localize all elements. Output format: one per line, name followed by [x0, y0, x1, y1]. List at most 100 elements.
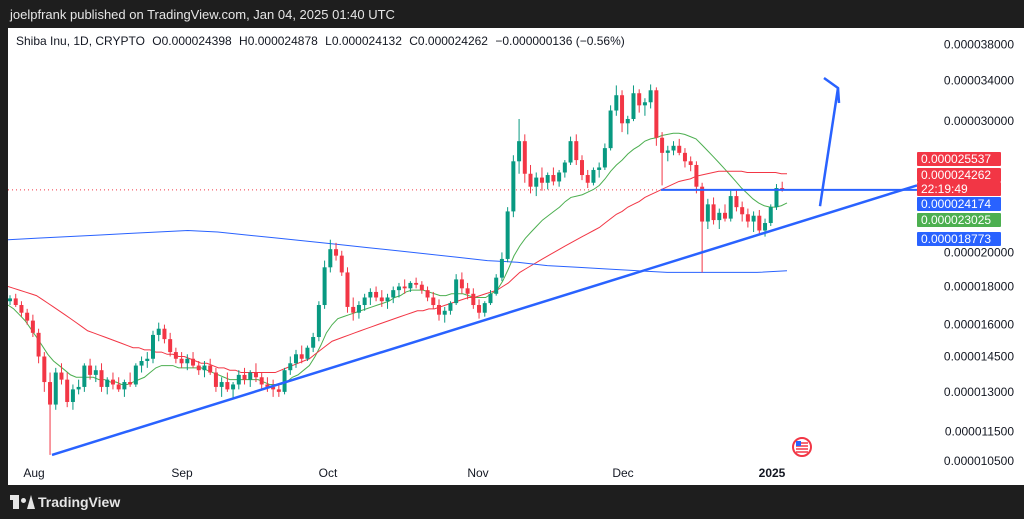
candle-body — [723, 212, 727, 219]
candle-body — [408, 282, 413, 289]
candle-body — [374, 291, 379, 298]
candle-body — [471, 293, 476, 306]
candle-body — [642, 102, 647, 106]
candle-body — [494, 277, 499, 294]
candle-body — [671, 145, 676, 151]
candle-body — [488, 293, 493, 304]
candle-body — [282, 370, 287, 392]
candle-body — [425, 290, 430, 298]
candle-body — [454, 279, 459, 304]
candle-body — [208, 365, 213, 373]
moving-average-line — [8, 229, 788, 273]
candle-body — [465, 288, 470, 294]
candle-body — [551, 175, 556, 182]
candle-body — [316, 305, 321, 338]
candle-body — [705, 204, 710, 222]
candle-body — [717, 212, 722, 221]
candle-body — [562, 162, 567, 173]
candle-body — [133, 365, 138, 385]
us-flag-canton — [796, 441, 801, 446]
candle-body — [156, 328, 161, 335]
chart-legend: Shiba Inu, 1D, CRYPTO O0.000024398 H0.00… — [16, 34, 629, 48]
price-label-text: 22:19:49 — [921, 182, 968, 196]
candle-body — [534, 177, 539, 187]
candle-body — [82, 365, 87, 387]
candle-body — [677, 145, 682, 153]
price-label-text: 0.000024174 — [921, 197, 991, 211]
legend-close: C0.000024262 — [409, 34, 488, 48]
legend-low: L0.000024132 — [325, 34, 402, 48]
candle-body — [322, 267, 327, 306]
candle-body — [356, 305, 361, 313]
candle-body — [185, 358, 190, 364]
candle-body — [631, 93, 636, 119]
candle-body — [682, 152, 687, 162]
candle-body — [311, 337, 316, 348]
candle-body — [419, 284, 424, 291]
candle-body — [191, 358, 196, 366]
candle-body — [402, 286, 407, 289]
candle-body — [328, 249, 333, 268]
candle-body — [539, 177, 544, 183]
candle-body — [305, 347, 310, 359]
candle-body — [288, 363, 293, 371]
price-scale[interactable] — [917, 28, 1024, 485]
candle-body — [740, 207, 745, 215]
price-label-text: 0.000025537 — [921, 152, 991, 166]
plot-layer — [8, 76, 917, 457]
candle-body — [728, 196, 733, 219]
y-tick-label: 0.000034000 — [944, 74, 1014, 88]
candle-body — [53, 372, 58, 405]
projection-arrow-head — [823, 76, 841, 104]
candle-body — [757, 215, 762, 231]
chart-area[interactable] — [8, 28, 917, 485]
candle-body — [499, 258, 504, 278]
y-tick-label: 0.000013000 — [944, 385, 1014, 399]
candle-body — [396, 286, 401, 291]
candle-body — [768, 207, 773, 224]
candle-body — [339, 255, 344, 273]
legend-high: H0.000024878 — [239, 34, 318, 48]
candle-body — [734, 196, 739, 208]
candle-body — [482, 303, 487, 313]
candle-body — [265, 384, 270, 387]
candle-body — [505, 211, 510, 259]
candle-body — [179, 358, 184, 364]
candle-body — [459, 279, 464, 289]
y-tick-label: 0.000014500 — [944, 350, 1014, 364]
publish-info: joelpfrank published on TradingView.com,… — [10, 7, 395, 22]
candle-body — [391, 290, 396, 298]
us-flag-icon — [792, 437, 812, 457]
candle-body — [173, 352, 178, 359]
candle-body — [574, 141, 579, 161]
candle-body — [385, 297, 390, 302]
candle-body — [19, 305, 24, 313]
price-label-box — [917, 232, 1001, 246]
price-label-box — [917, 213, 1001, 227]
candle-body — [8, 298, 12, 302]
candle-body — [213, 372, 218, 387]
x-tick-label: 2025 — [759, 466, 786, 480]
projection-arrow — [818, 87, 840, 207]
candle-body — [162, 328, 167, 340]
x-tick-label: Aug — [23, 466, 44, 480]
candle-body — [88, 365, 93, 375]
candle-body — [774, 188, 779, 208]
price-label-text: 0.000024262 — [921, 168, 991, 182]
candle-body — [139, 361, 144, 366]
candle-body — [745, 214, 750, 222]
candle-body — [25, 312, 30, 321]
candle-body — [30, 320, 35, 333]
candle-body — [93, 370, 98, 375]
price-label-box — [917, 182, 1001, 196]
x-tick-label: Nov — [467, 466, 488, 480]
candle-body — [442, 310, 447, 315]
tradingview-logo[interactable]: TradingView — [10, 494, 120, 510]
candle-body — [36, 332, 41, 357]
price-label-box — [917, 168, 1001, 182]
moving-average-line — [8, 170, 787, 374]
candle-body — [70, 389, 75, 402]
candle-body — [608, 110, 613, 149]
candle-body — [665, 150, 670, 153]
